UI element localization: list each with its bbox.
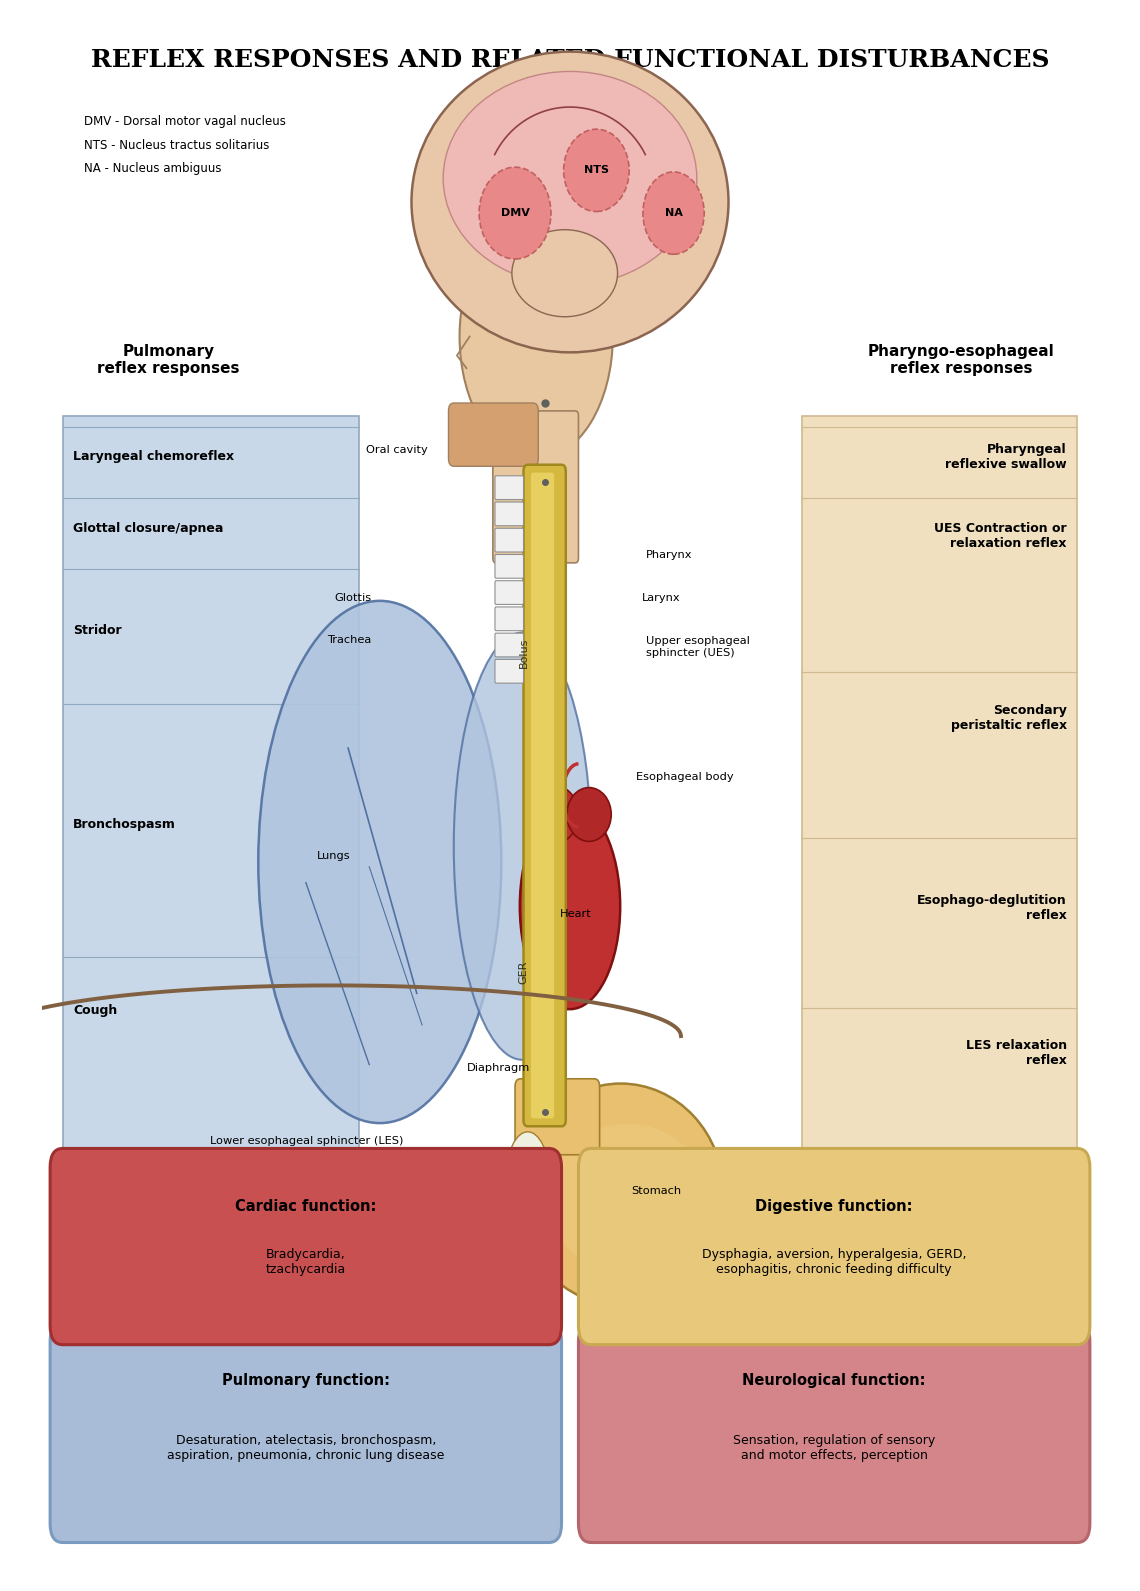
Ellipse shape bbox=[518, 1083, 724, 1305]
Ellipse shape bbox=[548, 1123, 707, 1274]
Ellipse shape bbox=[479, 167, 551, 259]
FancyBboxPatch shape bbox=[495, 606, 523, 630]
Text: GER: GER bbox=[519, 961, 529, 985]
FancyBboxPatch shape bbox=[495, 555, 523, 578]
Text: Pharyngo-esophageal
reflex responses: Pharyngo-esophageal reflex responses bbox=[868, 344, 1054, 375]
FancyBboxPatch shape bbox=[63, 415, 359, 1200]
Ellipse shape bbox=[567, 788, 611, 842]
FancyBboxPatch shape bbox=[523, 465, 565, 1126]
Text: Larynx: Larynx bbox=[642, 593, 681, 603]
Text: Organ specific functional disturbances:: Organ specific functional disturbances: bbox=[84, 1147, 451, 1165]
Text: Bradycardia,
tzachycardia: Bradycardia, tzachycardia bbox=[266, 1249, 345, 1276]
Text: UES Contraction or
relaxation reflex: UES Contraction or relaxation reflex bbox=[934, 522, 1067, 550]
FancyBboxPatch shape bbox=[495, 528, 523, 552]
Text: NTS: NTS bbox=[584, 165, 609, 175]
Text: Sensation, regulation of sensory
and motor effects, perception: Sensation, regulation of sensory and mot… bbox=[733, 1435, 935, 1462]
Text: Bolus: Bolus bbox=[519, 638, 529, 668]
Text: Pharynx: Pharynx bbox=[646, 550, 693, 560]
Text: Dysphagia, aversion, hyperalgesia, GERD,
esophagitis, chronic feeding difficulty: Dysphagia, aversion, hyperalgesia, GERD,… bbox=[702, 1249, 967, 1276]
Text: Upper esophageal
sphincter (UES): Upper esophageal sphincter (UES) bbox=[646, 636, 750, 657]
FancyBboxPatch shape bbox=[495, 659, 523, 683]
Ellipse shape bbox=[526, 784, 578, 845]
Text: Glottis: Glottis bbox=[334, 593, 372, 603]
Ellipse shape bbox=[520, 803, 620, 1009]
Text: Diaphragm: Diaphragm bbox=[466, 1063, 530, 1072]
Text: Pulmonary
reflex responses: Pulmonary reflex responses bbox=[97, 344, 239, 375]
FancyBboxPatch shape bbox=[515, 1079, 600, 1155]
Ellipse shape bbox=[459, 213, 613, 460]
Text: Lungs: Lungs bbox=[317, 851, 350, 861]
FancyBboxPatch shape bbox=[495, 633, 523, 657]
Text: Glottal closure/apnea: Glottal closure/apnea bbox=[73, 522, 223, 535]
FancyBboxPatch shape bbox=[578, 1149, 1090, 1344]
Text: Bronchospasm: Bronchospasm bbox=[73, 818, 177, 831]
FancyBboxPatch shape bbox=[578, 1322, 1090, 1543]
Text: Cough: Cough bbox=[73, 1004, 117, 1017]
FancyBboxPatch shape bbox=[495, 503, 523, 525]
Text: Neurological function:: Neurological function: bbox=[742, 1373, 926, 1389]
Ellipse shape bbox=[443, 72, 697, 285]
Text: NTS - Nucleus tractus solitarius: NTS - Nucleus tractus solitarius bbox=[84, 138, 269, 151]
FancyBboxPatch shape bbox=[803, 415, 1077, 1200]
Text: DMV - Dorsal motor vagal nucleus: DMV - Dorsal motor vagal nucleus bbox=[84, 115, 286, 127]
Text: Stridor: Stridor bbox=[73, 624, 122, 638]
Ellipse shape bbox=[506, 1131, 548, 1219]
Text: Esophago-deglutition
reflex: Esophago-deglutition reflex bbox=[917, 894, 1067, 921]
Ellipse shape bbox=[512, 229, 618, 317]
FancyBboxPatch shape bbox=[495, 476, 523, 500]
Text: Oral cavity: Oral cavity bbox=[366, 445, 428, 455]
Text: Laryngeal chemoreflex: Laryngeal chemoreflex bbox=[73, 450, 235, 463]
Text: Desaturation, atelectasis, bronchospasm,
aspiration, pneumonia, chronic lung dis: Desaturation, atelectasis, bronchospasm,… bbox=[168, 1435, 445, 1462]
FancyBboxPatch shape bbox=[448, 403, 538, 466]
Text: REFLEX RESPONSES AND RELATED FUNCTIONAL DISTURBANCES: REFLEX RESPONSES AND RELATED FUNCTIONAL … bbox=[91, 48, 1049, 72]
Text: Trachea: Trachea bbox=[327, 635, 372, 646]
Ellipse shape bbox=[412, 51, 728, 352]
Text: NA: NA bbox=[665, 208, 683, 218]
Text: Digestive function:: Digestive function: bbox=[756, 1200, 913, 1214]
Ellipse shape bbox=[643, 172, 705, 255]
Text: DMV: DMV bbox=[500, 208, 529, 218]
Text: NA - Nucleus ambiguus: NA - Nucleus ambiguus bbox=[84, 162, 221, 175]
Text: Esophageal body: Esophageal body bbox=[635, 772, 733, 781]
Text: Secondary
peristaltic reflex: Secondary peristaltic reflex bbox=[951, 703, 1067, 732]
Ellipse shape bbox=[563, 129, 629, 212]
FancyBboxPatch shape bbox=[50, 1149, 562, 1344]
Text: Cardiac function:: Cardiac function: bbox=[235, 1200, 376, 1214]
Text: Lower esophageal sphincter (LES): Lower esophageal sphincter (LES) bbox=[210, 1136, 404, 1146]
FancyBboxPatch shape bbox=[531, 473, 554, 1118]
Text: Stomach: Stomach bbox=[632, 1187, 682, 1196]
Text: Pulmonary function:: Pulmonary function: bbox=[222, 1373, 390, 1389]
Ellipse shape bbox=[259, 601, 502, 1123]
FancyBboxPatch shape bbox=[492, 410, 578, 563]
FancyBboxPatch shape bbox=[495, 581, 523, 605]
Text: LES relaxation
reflex: LES relaxation reflex bbox=[966, 1039, 1067, 1068]
Ellipse shape bbox=[454, 633, 592, 1060]
Text: Pharyngeal
reflexive swallow: Pharyngeal reflexive swallow bbox=[945, 442, 1067, 471]
Text: Heart: Heart bbox=[560, 908, 592, 920]
FancyBboxPatch shape bbox=[50, 1322, 562, 1543]
